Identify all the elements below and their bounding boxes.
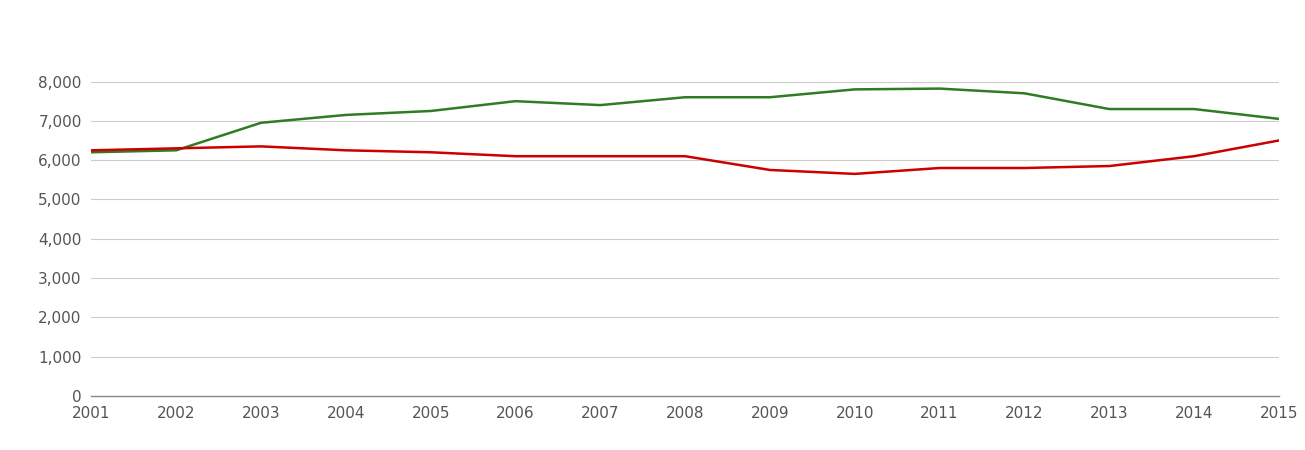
Births (932, 86, 947, 91)
Births (508, 99, 523, 104)
Deaths (932, 165, 947, 171)
Deaths (168, 146, 184, 151)
Deaths (847, 171, 863, 176)
Deaths (253, 144, 269, 149)
Births (592, 103, 608, 108)
Births (677, 94, 693, 100)
Deaths (592, 153, 608, 159)
Births (84, 149, 99, 155)
Births (168, 148, 184, 153)
Line: Births: Births (91, 89, 1279, 152)
Deaths (1017, 165, 1032, 171)
Deaths (677, 153, 693, 159)
Line: Deaths: Deaths (91, 140, 1279, 174)
Deaths (1271, 138, 1287, 143)
Deaths (338, 148, 354, 153)
Deaths (1101, 163, 1117, 169)
Deaths (508, 153, 523, 159)
Births (847, 87, 863, 92)
Deaths (423, 149, 438, 155)
Deaths (84, 148, 99, 153)
Births (1101, 106, 1117, 112)
Births (338, 112, 354, 117)
Births (253, 120, 269, 126)
Deaths (762, 167, 778, 173)
Births (1186, 106, 1202, 112)
Births (1017, 90, 1032, 96)
Births (1271, 116, 1287, 122)
Births (762, 94, 778, 100)
Deaths (1186, 153, 1202, 159)
Births (423, 108, 438, 114)
